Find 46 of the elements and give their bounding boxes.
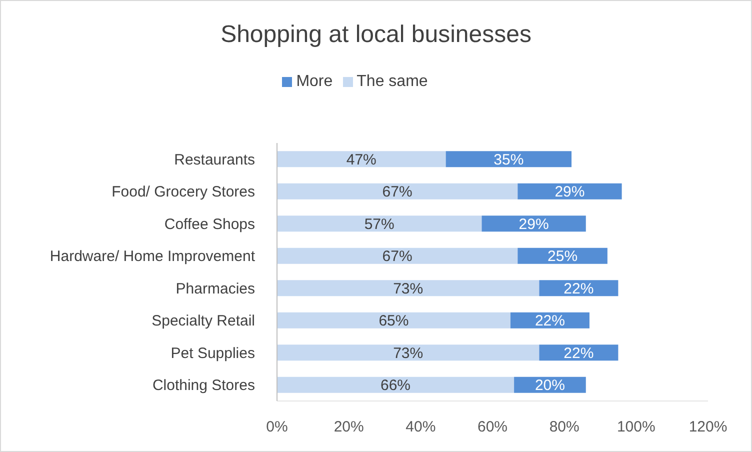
y-tick-label: Clothing Stores [152, 377, 255, 394]
y-tick-label: Food/ Grocery Stores [112, 184, 255, 201]
data-label: 29% [554, 184, 585, 201]
bar [518, 183, 622, 200]
data-label: 35% [494, 151, 524, 168]
bar [277, 280, 540, 296]
data-label: 67% [382, 248, 412, 266]
y-tick-label: Coffee Shops [164, 216, 255, 233]
data-label: 22% [564, 280, 594, 298]
data-label: 22% [564, 344, 594, 362]
x-tick-label: 60% [477, 418, 508, 436]
data-label: 22% [534, 312, 565, 330]
x-tick-label: 0% [266, 418, 288, 436]
bar [277, 344, 540, 361]
data-label: 65% [378, 312, 409, 330]
x-tick-label: 100% [616, 418, 656, 436]
bar [277, 183, 518, 200]
x-tick-label: 20% [334, 418, 364, 436]
data-label: 25% [548, 248, 578, 266]
data-label: 66% [380, 377, 411, 394]
data-label: 57% [364, 216, 394, 233]
y-tick-label: Specialty Retail [152, 312, 255, 330]
legend-label: More [296, 73, 333, 90]
data-label: 67% [382, 184, 412, 201]
bar [277, 151, 446, 168]
bar [277, 216, 482, 232]
legend-label: The same [356, 73, 428, 90]
data-label: 73% [393, 280, 424, 298]
data-label: 73% [393, 344, 424, 362]
y-tick-label: Pet Supplies [170, 344, 255, 362]
bar [277, 312, 510, 328]
x-tick-label: 40% [406, 418, 436, 436]
y-tick-label: Restaurants [174, 151, 255, 168]
data-label: 20% [534, 377, 565, 394]
bar [446, 151, 572, 168]
bar [277, 376, 514, 393]
x-tick-label: 80% [549, 418, 580, 436]
x-tick-label: 120% [688, 418, 728, 436]
bar [277, 248, 518, 264]
data-label: 29% [518, 216, 549, 233]
y-tick-label: Pharmacies [176, 280, 255, 298]
y-tick-label: Hardware/ Home Improvement [50, 248, 256, 266]
data-label: 47% [346, 151, 376, 168]
bar [518, 248, 608, 264]
bar [482, 216, 586, 232]
chart-title: Shopping at local businesses [220, 21, 532, 49]
